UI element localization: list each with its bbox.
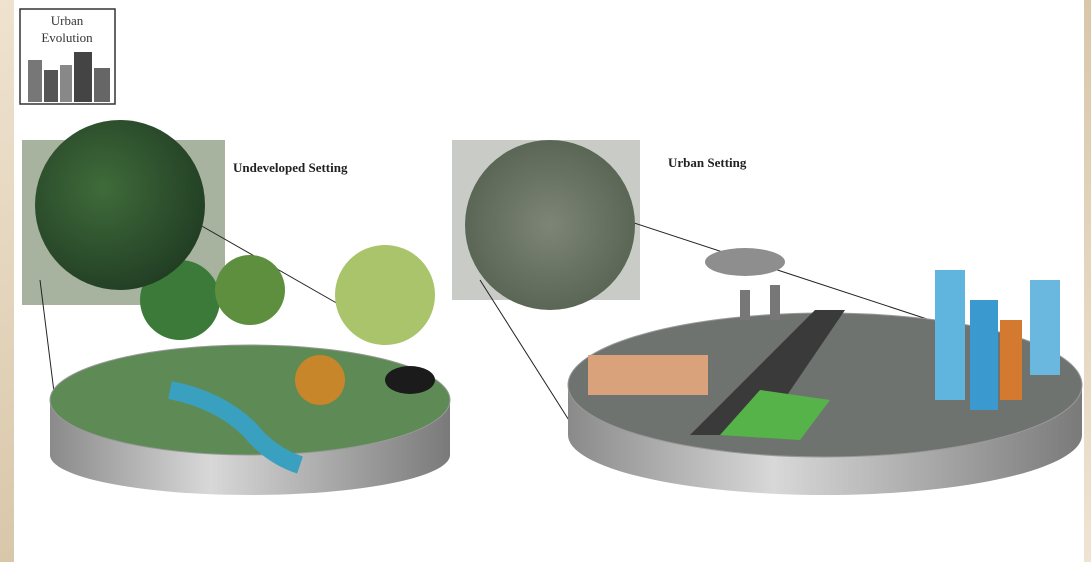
- building: [74, 52, 92, 102]
- smokestack: [740, 290, 750, 320]
- park: [720, 390, 830, 440]
- shrub: [295, 355, 345, 405]
- connector: [479, 279, 573, 426]
- building: [28, 60, 42, 102]
- building: [94, 68, 110, 102]
- setting-label: Urban Setting: [668, 155, 747, 170]
- logo-text: Evolution: [41, 30, 93, 45]
- tree: [215, 255, 285, 325]
- road: [690, 310, 845, 435]
- houses: [588, 355, 708, 395]
- logo-text: Urban: [51, 13, 84, 28]
- satellite-zoom: [465, 140, 635, 310]
- skyscraper: [970, 300, 998, 410]
- skyscraper: [1000, 320, 1022, 400]
- skyscraper: [1030, 280, 1060, 375]
- skyscraper: [935, 270, 965, 400]
- river: [168, 381, 304, 474]
- urban-scene: Urban Setting: [452, 140, 1083, 495]
- building: [60, 65, 72, 102]
- tree: [335, 245, 435, 345]
- logo: Urban Evolution: [19, 8, 116, 105]
- bear: [385, 366, 435, 394]
- building: [44, 70, 58, 102]
- satellite-zoom: [35, 120, 205, 290]
- undeveloped-scene: Undeveloped Setting: [22, 120, 451, 495]
- smokestack: [770, 285, 780, 320]
- smoke: [705, 248, 785, 276]
- disc-top: [49, 344, 451, 456]
- connector: [39, 279, 56, 401]
- setting-label: Undeveloped Setting: [233, 160, 348, 175]
